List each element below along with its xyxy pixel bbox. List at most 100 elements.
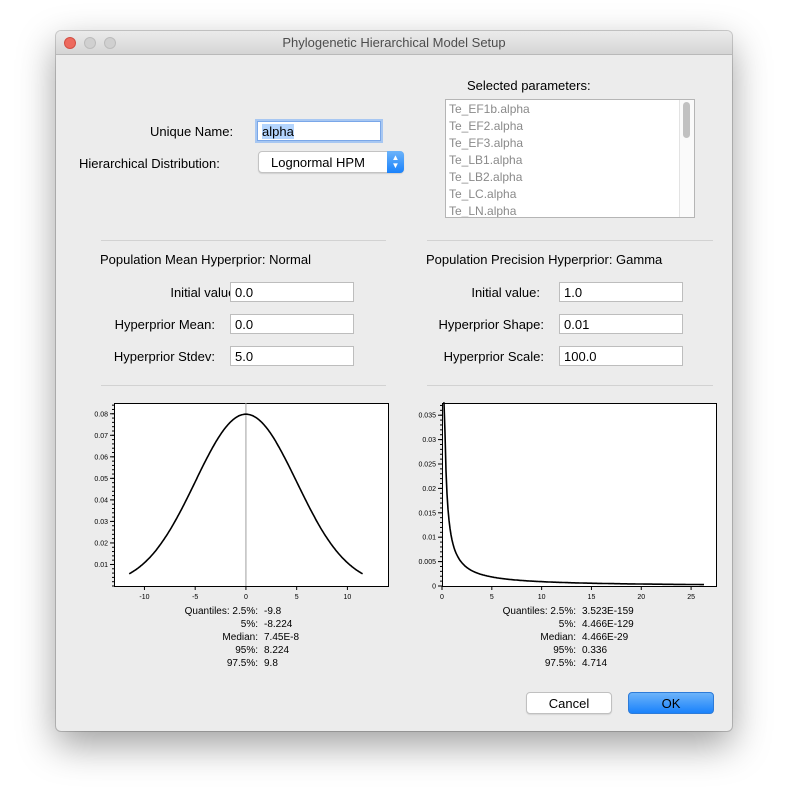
y-tick-label: 0.005	[418, 559, 436, 566]
quantile-row: Median: 7.45E-8	[148, 631, 299, 644]
selected-parameters-label: Selected parameters:	[467, 78, 591, 93]
quantile-key: 5%:	[558, 619, 576, 630]
hyperprior-mean-field[interactable]: 0.0	[230, 314, 354, 334]
quantile-value: 4.466E-29	[582, 632, 629, 643]
list-item[interactable]: Te_LN.alpha	[449, 204, 517, 218]
density-curve	[128, 413, 363, 575]
quantile-key: 97.5%:	[544, 658, 576, 669]
y-tick-label: 0.035	[418, 413, 436, 420]
y-tick-label: 0.015	[418, 510, 436, 517]
quantile-row: 95%: 0.336	[466, 644, 634, 657]
list-item[interactable]: Te_LB2.alpha	[449, 170, 523, 184]
y-tick-label: 0.01	[422, 535, 436, 542]
quantile-value: 3.523E-159	[582, 606, 634, 617]
y-tick-label: 0.08	[94, 411, 108, 418]
mean-hyperprior-heading: Population Mean Hyperprior: Normal	[100, 252, 311, 267]
density-curve	[443, 402, 704, 586]
separator	[427, 240, 713, 241]
y-tick-label: 0.07	[94, 433, 108, 440]
distribution-selected-value: Lognormal HPM	[271, 155, 365, 170]
y-tick-label: 0	[432, 584, 436, 591]
list-item[interactable]: Te_LB1.alpha	[449, 153, 523, 167]
window-title: Phylogenetic Hierarchical Model Setup	[282, 35, 506, 50]
close-window-button[interactable]	[64, 37, 76, 49]
quantile-row: Quantiles: 2.5%: -9.8	[148, 605, 299, 618]
quantile-value: -8.224	[264, 619, 293, 630]
quantile-row: 97.5%: 9.8	[148, 657, 299, 670]
y-tick-label: 0.02	[94, 540, 108, 547]
x-tick-label: 10	[344, 594, 352, 601]
quantile-value: 4.466E-129	[582, 619, 634, 630]
separator	[101, 385, 386, 386]
y-tick-label: 0.025	[418, 462, 436, 469]
y-tick-label: 0.05	[94, 476, 108, 483]
quantile-row: Median: 4.466E-29	[466, 631, 634, 644]
quantile-key: 97.5%:	[226, 658, 258, 669]
x-tick-label: 0	[244, 594, 248, 601]
y-tick-label: 0.03	[94, 519, 108, 526]
y-tick-label: 0.01	[94, 562, 108, 569]
plot-area	[114, 403, 389, 587]
quantile-key: 95%:	[235, 645, 258, 656]
y-tick-label: 0.02	[422, 486, 436, 493]
hyperprior-mean-label: Hyperprior Mean:	[114, 317, 215, 332]
precision-density-chart: 0 5 10 15 20 25 0 0.005 0.01 0.015 0.02 0.025 0.03 0.…	[418, 402, 717, 601]
hyperprior-shape-field[interactable]: 0.01	[559, 314, 683, 334]
mean-density-chart: -10 -5 0 5 10 0.01 0.02 0.03 0.04 0.05 0.06 0.07 0.0…	[94, 403, 389, 601]
title-bar: Phylogenetic Hierarchical Model Setup	[56, 31, 732, 55]
hyperprior-stdev-field[interactable]: 5.0	[230, 346, 354, 366]
y-tick-label: 0.06	[94, 454, 108, 461]
unique-name-field[interactable]: alpha	[257, 121, 381, 141]
list-item[interactable]: Te_LC.alpha	[449, 187, 517, 201]
quantile-value: -9.8	[264, 606, 282, 617]
quantile-key: Quantiles: 2.5%:	[502, 606, 576, 617]
quantile-value: 9.8	[264, 658, 278, 669]
precision-hyperprior-heading: Population Precision Hyperprior: Gamma	[426, 252, 663, 267]
ok-button[interactable]: OK	[628, 692, 714, 714]
quantile-row: 5%: 4.466E-129	[466, 618, 634, 631]
hierarchical-distribution-select[interactable]: Lognormal HPM ▲ ▼	[258, 151, 404, 173]
quantile-row: Quantiles: 2.5%: 3.523E-159	[466, 605, 634, 618]
hyperprior-shape-label: Hyperprior Shape:	[438, 317, 545, 332]
list-item[interactable]: Te_EF1b.alpha	[449, 102, 530, 116]
y-tick-label: 0.04	[94, 497, 108, 504]
precision-initial-value-field[interactable]: 1.0	[559, 282, 683, 302]
hyperprior-scale-field[interactable]: 100.0	[559, 346, 683, 366]
quantile-value: 7.45E-8	[264, 632, 300, 643]
x-tick-label: 10	[538, 594, 546, 601]
mean-quantiles: Quantiles: 2.5%: -9.8 5%: -8.224 Median: 7.…	[148, 605, 299, 670]
zoom-window-button[interactable]	[104, 37, 116, 49]
unique-name-value: alpha	[262, 124, 294, 139]
x-tick-label: -10	[139, 594, 149, 601]
separator	[427, 385, 713, 386]
minimize-window-button[interactable]	[84, 37, 96, 49]
scrollbar-thumb[interactable]	[683, 102, 690, 138]
mean-initial-value-field[interactable]: 0.0	[230, 282, 354, 302]
cancel-button[interactable]: Cancel	[526, 692, 612, 714]
quantile-key: Median:	[222, 632, 258, 643]
unique-name-label: Unique Name:	[150, 124, 234, 139]
x-tick-label: 0	[440, 594, 444, 601]
quantile-value: 8.224	[264, 645, 290, 656]
quantile-row: 97.5%: 4.714	[466, 657, 634, 670]
hierarchical-distribution-label: Hierarchical Distribution:	[79, 156, 220, 171]
x-tick-label: 5	[490, 594, 494, 601]
precision-initial-value-label: Initial value:	[471, 285, 540, 300]
selected-parameters-list[interactable]: Te_EF1b.alpha Te_EF2.alpha Te_EF3.alpha …	[445, 99, 695, 218]
separator	[101, 240, 386, 241]
x-tick-label: -5	[192, 594, 198, 601]
list-item[interactable]: Te_EF2.alpha	[449, 119, 524, 133]
hyperprior-stdev-label: Hyperprior Stdev:	[113, 349, 215, 364]
quantile-value: 4.714	[582, 658, 608, 669]
quantile-value: 0.336	[582, 645, 608, 656]
quantile-key: 5%:	[240, 619, 258, 630]
quantile-key: 95%:	[553, 645, 576, 656]
y-tick-label: 0.03	[422, 437, 436, 444]
dialog-window: Phylogenetic Hierarchical Model Setup Un…	[56, 31, 732, 731]
quantile-key: Quantiles: 2.5%:	[184, 606, 258, 617]
hyperprior-scale-label: Hyperprior Scale:	[443, 349, 544, 364]
quantile-row: 5%: -8.224	[148, 618, 299, 631]
list-item[interactable]: Te_EF3.alpha	[449, 136, 524, 150]
x-tick-label: 15	[588, 594, 596, 601]
list-scrollbar[interactable]	[679, 100, 694, 217]
